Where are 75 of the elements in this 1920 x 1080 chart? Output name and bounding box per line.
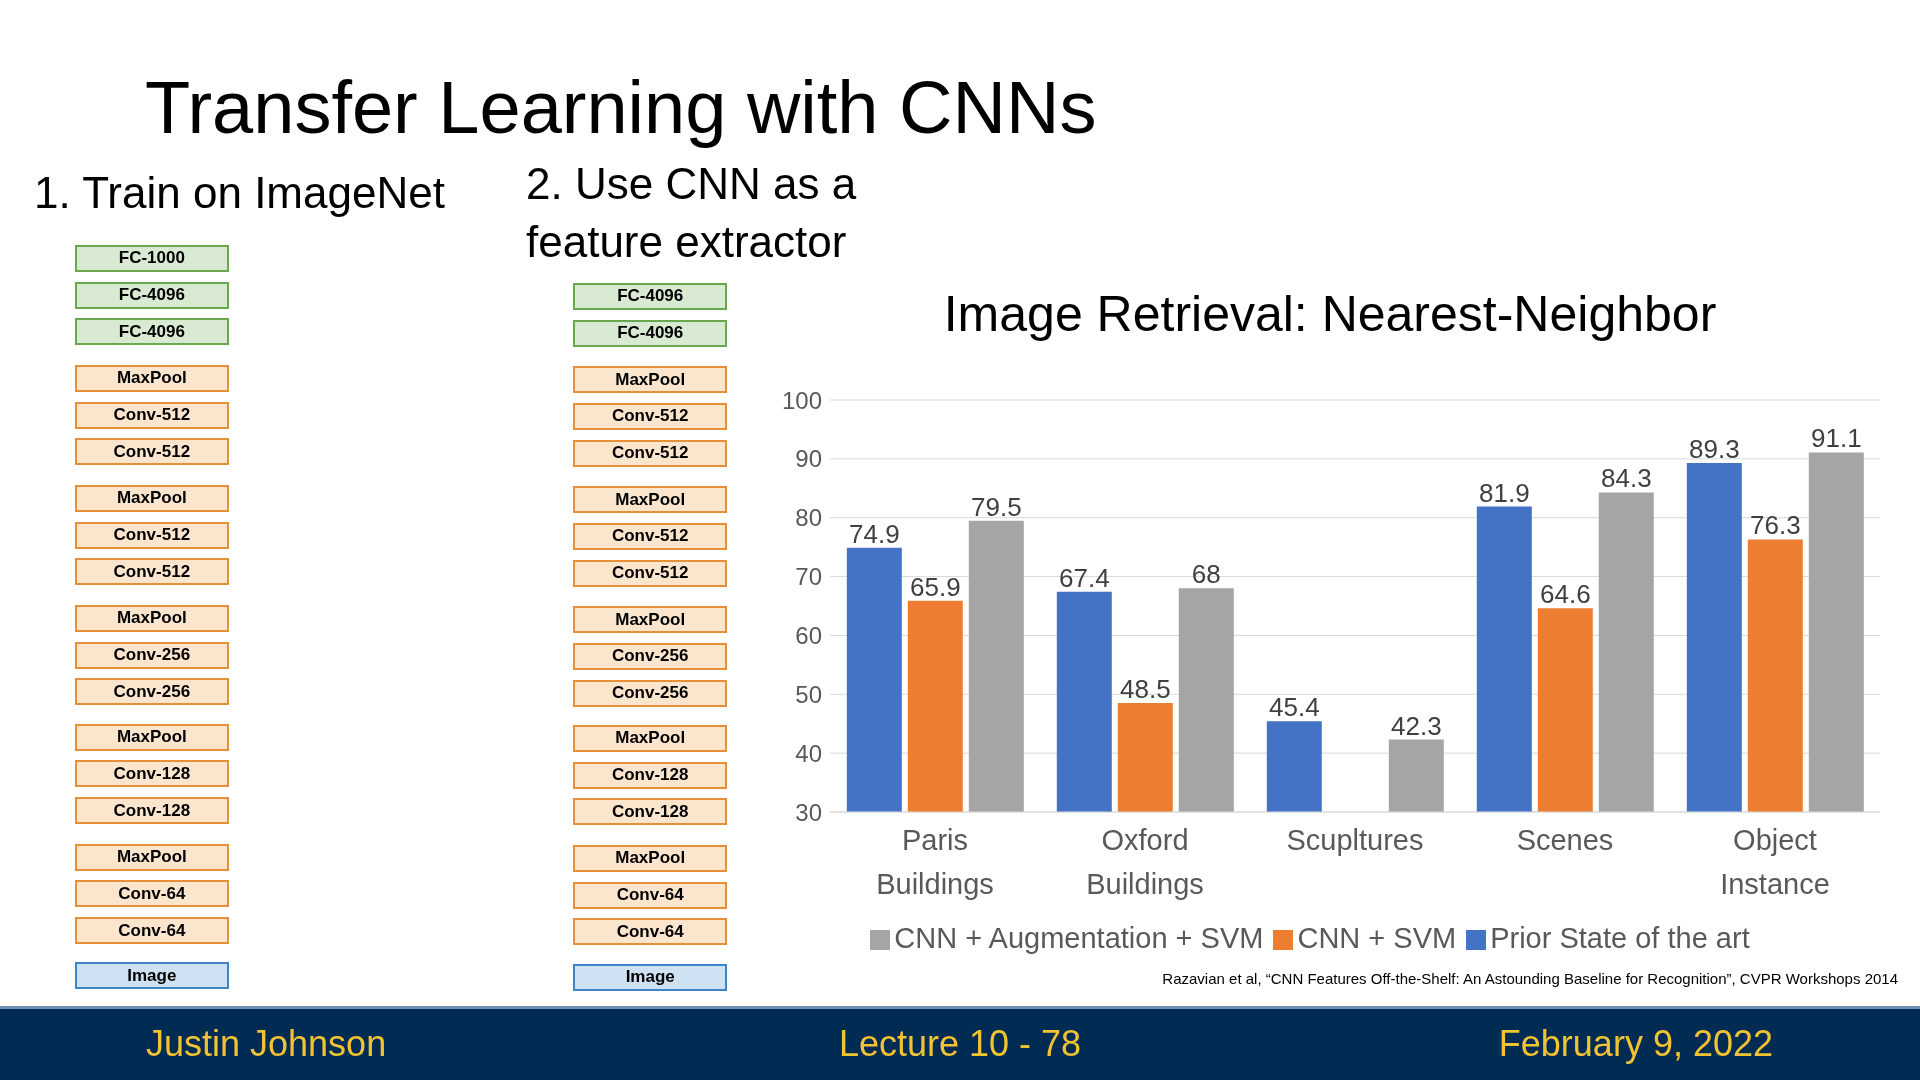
- text: FC-4096: [573, 282, 728, 310]
- text: Conv-512: [573, 402, 728, 430]
- text: Conv-512: [74, 401, 229, 429]
- text: MaxPool: [74, 364, 229, 392]
- data-label: 76.3: [1750, 510, 1801, 541]
- y-tick-label: 90: [795, 445, 822, 473]
- text: Image: [74, 962, 229, 990]
- text: Conv-128: [573, 798, 728, 826]
- text: Conv-512: [573, 439, 728, 467]
- text: Conv-256: [74, 641, 229, 669]
- text: FC-4096: [74, 281, 229, 309]
- text: Conv-256: [573, 642, 728, 670]
- text: Conv-512: [74, 438, 229, 466]
- text: Conv-256: [573, 679, 728, 707]
- data-label: 42.3: [1391, 710, 1442, 741]
- text: Conv-128: [573, 761, 728, 789]
- text: Conv-256: [74, 678, 229, 706]
- text: Conv-64: [74, 880, 229, 908]
- legend-label: CNN + Augmentation + SVM: [894, 922, 1264, 954]
- x-tick-label: Scenes: [1516, 824, 1614, 856]
- data-label: 45.4: [1269, 692, 1320, 723]
- y-tick-label: 70: [795, 563, 822, 591]
- x-tick-label: Oxford Buildings: [1086, 824, 1204, 900]
- text: February 9, 2022: [1498, 1023, 1773, 1065]
- y-tick-label: 100: [781, 386, 822, 414]
- y-tick-label: 50: [795, 680, 822, 708]
- text: MaxPool: [74, 723, 229, 751]
- text: MaxPool: [573, 606, 728, 634]
- text: Conv-512: [74, 521, 229, 549]
- y-tick-label: 30: [795, 798, 822, 826]
- data-label: 68: [1191, 559, 1221, 590]
- data-label: 74.9: [849, 518, 900, 549]
- text: MaxPool: [573, 366, 728, 394]
- text: Conv-128: [74, 797, 229, 825]
- data-label: 64.6: [1540, 579, 1591, 610]
- y-tick-label: 60: [795, 621, 822, 649]
- legend-label: CNN + SVM: [1297, 922, 1457, 954]
- text: Transfer Learning with CNNs: [145, 65, 1097, 150]
- data-label: 48.5: [1120, 674, 1171, 705]
- text: Conv-64: [74, 917, 229, 945]
- data-label: 79.5: [971, 491, 1022, 522]
- text: Razavian et al, “CNN Features Off-the-Shelf: An Astounding Baseline for Recognition”, CVPR Workshops 2014: [1162, 970, 1898, 987]
- x-tick-label: Paris Buildings: [876, 824, 994, 900]
- text: Conv-512: [573, 522, 728, 550]
- text: MaxPool: [74, 484, 229, 512]
- text: MaxPool: [74, 604, 229, 632]
- text: MaxPool: [573, 724, 728, 752]
- data-label: 67.4: [1059, 562, 1110, 593]
- text: Conv-512: [573, 559, 728, 587]
- text: FC-4096: [573, 319, 728, 347]
- data-label: 89.3: [1689, 433, 1740, 464]
- text: MaxPool: [74, 843, 229, 871]
- text: 1. Train on ImageNet: [34, 168, 445, 218]
- text: Conv-64: [573, 918, 728, 946]
- data-label: 84.3: [1601, 463, 1652, 494]
- text: Lecture 10 - 78: [838, 1023, 1082, 1064]
- text: Conv-128: [74, 760, 229, 788]
- y-tick-label: 40: [795, 739, 822, 767]
- text: Conv-64: [573, 881, 728, 909]
- data-label: 81.9: [1479, 477, 1530, 508]
- text: Image: [573, 963, 728, 991]
- text: 2. Use CNN as a feature extractor: [526, 158, 858, 268]
- text: FC-4096: [74, 318, 229, 346]
- x-tick-label: Object Instance: [1720, 824, 1830, 900]
- data-label: 91.1: [1811, 423, 1862, 454]
- text: Justin Johnson: [146, 1023, 387, 1065]
- x-tick-label: Scupltures: [1286, 824, 1424, 856]
- text: MaxPool: [573, 844, 728, 872]
- text: FC-1000: [74, 244, 229, 272]
- text: Conv-512: [74, 558, 229, 586]
- text: MaxPool: [573, 486, 728, 514]
- y-tick-label: 80: [795, 504, 822, 532]
- legend-label: Prior State of the art: [1490, 922, 1750, 954]
- chart-title: Image Retrieval: Nearest-Neighbor: [942, 285, 1718, 343]
- data-label: 65.9: [910, 571, 961, 602]
